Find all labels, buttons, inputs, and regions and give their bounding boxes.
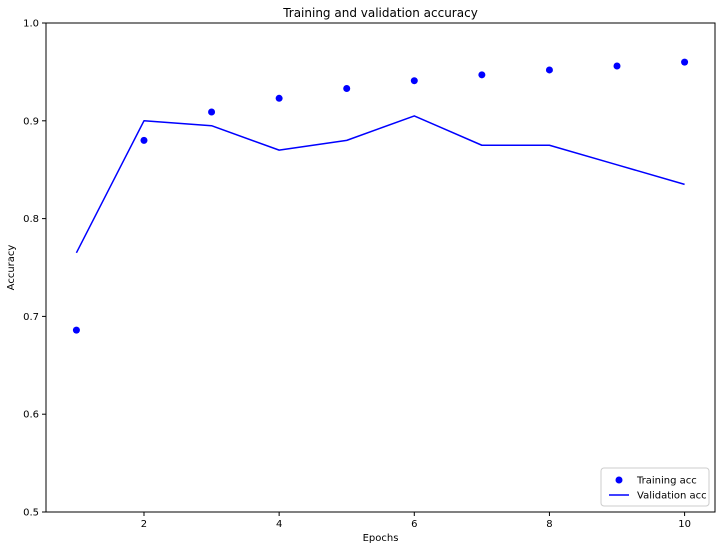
x-tick-label: 10: [678, 519, 691, 530]
validation-acc-line: [75, 115, 685, 254]
training-acc-point: [208, 108, 216, 116]
chart-title: Training and validation accuracy: [282, 6, 478, 20]
series-layer: [72, 58, 689, 334]
x-tick-label: 8: [546, 519, 552, 530]
legend-box: [600, 467, 710, 507]
x-tick-label: 6: [411, 519, 417, 530]
y-tick-label: 1.0: [23, 19, 39, 30]
plot-area: [45, 22, 716, 513]
training-acc-point: [478, 71, 486, 79]
y-tick-label: 0.6: [23, 410, 39, 421]
x-tick-label: 2: [141, 519, 147, 530]
y-tick-label: 0.5: [23, 508, 39, 519]
training-acc-point: [72, 326, 80, 334]
training-acc-point: [613, 62, 621, 70]
training-acc-point: [343, 85, 351, 93]
training-acc-point: [545, 66, 553, 74]
training-acc-point: [275, 94, 283, 102]
x-axis: 2 4 6 8 10: [141, 512, 691, 530]
plot-frame: [45, 22, 716, 513]
training-acc-point: [681, 58, 689, 66]
legend: Training acc Validation acc: [600, 467, 710, 507]
x-axis-label: Epochs: [363, 533, 399, 544]
training-acc-point: [410, 77, 418, 85]
y-tick-label: 0.8: [23, 214, 39, 225]
legend-label-training: Training acc: [636, 476, 697, 487]
y-axis: 0.5 0.6 0.7 0.8 0.9 1.0: [23, 19, 46, 519]
x-tick-label: 4: [276, 519, 282, 530]
y-tick-label: 0.7: [23, 312, 39, 323]
y-axis-label: Accuracy: [6, 245, 17, 291]
legend-label-validation: Validation acc: [637, 491, 707, 502]
legend-marker-training: [615, 476, 623, 484]
y-tick-label: 0.9: [23, 116, 39, 127]
training-acc-point: [140, 136, 148, 144]
